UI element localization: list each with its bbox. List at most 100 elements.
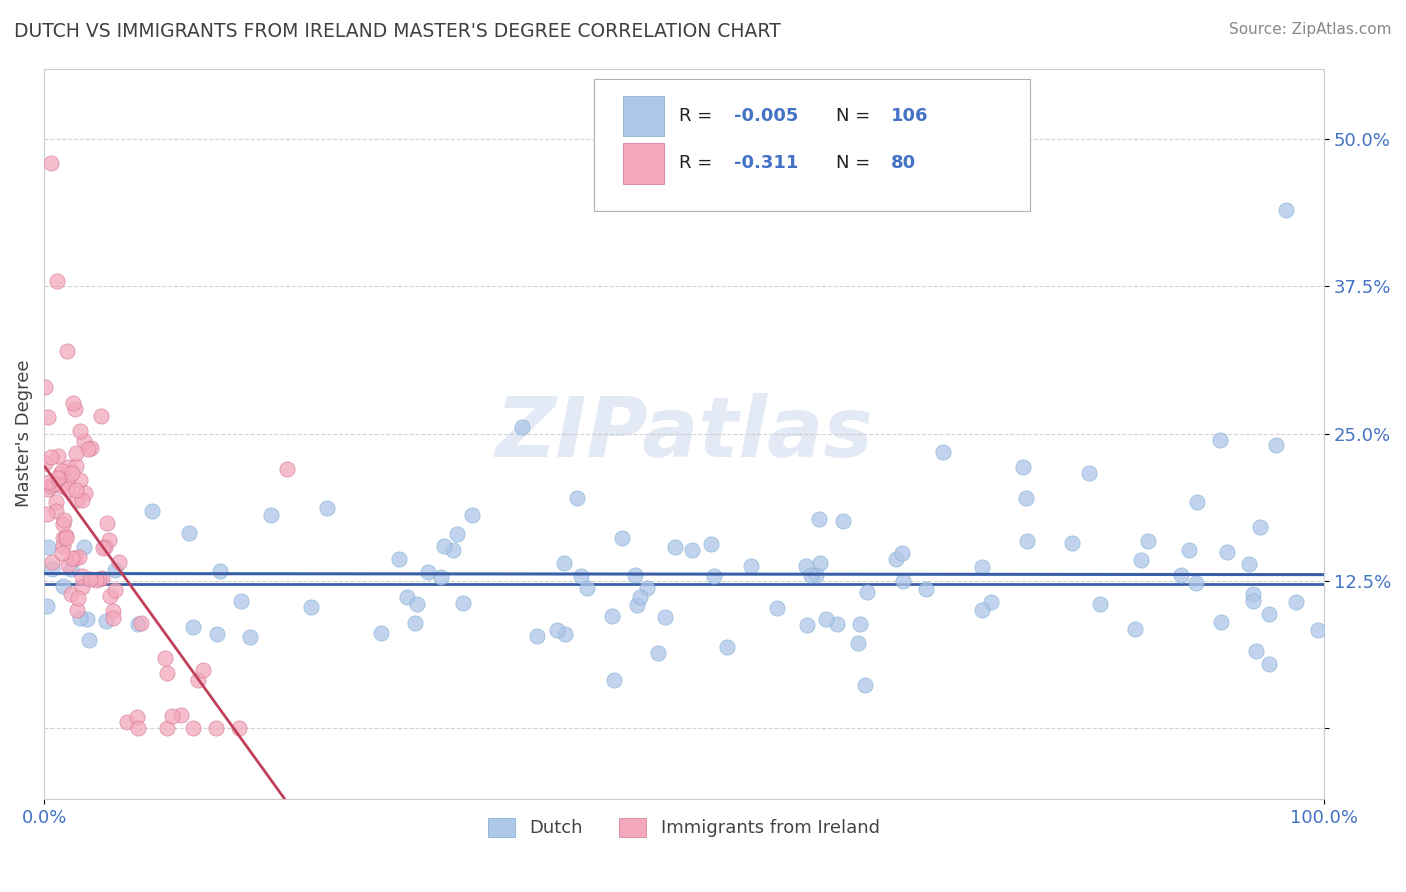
- Point: [76, 442, 98, 456]
- Point: [91, 571, 114, 585]
- Point: [52, 579, 75, 593]
- Point: [63, 401, 86, 416]
- Point: [512, 420, 534, 434]
- Bar: [623, 144, 664, 184]
- Point: [1241, 593, 1264, 607]
- Point: [103, 604, 125, 618]
- Point: [1130, 553, 1153, 567]
- Point: [446, 526, 468, 541]
- Point: [37, 409, 59, 424]
- Point: [59, 562, 82, 576]
- Point: [51, 464, 73, 478]
- Point: [299, 599, 322, 614]
- Point: [41, 479, 63, 493]
- Text: 80: 80: [891, 154, 917, 172]
- Point: [69, 611, 91, 625]
- Point: [127, 710, 149, 724]
- Point: [1249, 519, 1271, 533]
- Point: [1015, 491, 1038, 505]
- Point: [45, 495, 67, 509]
- Text: 106: 106: [891, 107, 929, 125]
- Point: [565, 491, 588, 505]
- Point: [41, 562, 63, 576]
- Point: [84, 573, 107, 587]
- Point: [67, 591, 90, 606]
- Point: [56, 475, 79, 490]
- Point: [73, 485, 96, 500]
- Point: [664, 540, 686, 554]
- Point: [1285, 594, 1308, 608]
- Point: [814, 612, 837, 626]
- Text: R =: R =: [679, 154, 718, 172]
- Point: [60, 587, 83, 601]
- Point: [461, 508, 484, 523]
- Point: [453, 596, 475, 610]
- FancyBboxPatch shape: [595, 79, 1029, 211]
- Point: [890, 546, 912, 560]
- Point: [34, 456, 56, 470]
- Point: [60, 466, 83, 480]
- Point: [52, 540, 75, 554]
- Point: [846, 636, 869, 650]
- Point: [1241, 587, 1264, 601]
- Point: [55, 531, 77, 545]
- Point: [315, 500, 337, 515]
- Point: [849, 616, 872, 631]
- Point: [1257, 657, 1279, 671]
- Point: [404, 615, 426, 630]
- Point: [52, 531, 75, 545]
- Point: [94, 540, 117, 554]
- Point: [62, 396, 84, 410]
- Point: [716, 640, 738, 654]
- Point: [1185, 495, 1208, 509]
- Point: [1088, 597, 1111, 611]
- Point: [628, 591, 651, 605]
- Point: [38, 475, 60, 490]
- Point: [55, 528, 77, 542]
- Point: [1306, 623, 1329, 637]
- Point: [69, 424, 91, 438]
- Point: [179, 526, 201, 541]
- Point: [1017, 534, 1039, 549]
- Point: [636, 581, 658, 595]
- Point: [187, 673, 209, 687]
- Point: [87, 572, 110, 586]
- Point: [65, 483, 87, 497]
- Point: [388, 551, 411, 566]
- Point: [45, 503, 67, 517]
- Point: [654, 610, 676, 624]
- Point: [53, 513, 76, 527]
- Point: [181, 721, 204, 735]
- Point: [970, 560, 993, 574]
- Point: [63, 551, 86, 566]
- Point: [610, 531, 633, 545]
- Point: [600, 609, 623, 624]
- Point: [69, 473, 91, 487]
- Point: [104, 583, 127, 598]
- Point: [56, 482, 79, 496]
- Point: [932, 445, 955, 459]
- Point: [914, 582, 936, 597]
- Point: [141, 503, 163, 517]
- Point: [794, 559, 817, 574]
- Point: [553, 556, 575, 570]
- Y-axis label: Master's Degree: Master's Degree: [15, 360, 32, 508]
- Point: [91, 541, 114, 555]
- Point: [70, 568, 93, 582]
- Point: [94, 614, 117, 628]
- Point: [37, 540, 59, 554]
- Point: [1265, 438, 1288, 452]
- Point: [681, 542, 703, 557]
- Point: [1274, 202, 1296, 217]
- Point: [700, 537, 723, 551]
- Point: [39, 450, 62, 464]
- Point: [103, 611, 125, 625]
- Text: -0.311: -0.311: [734, 154, 799, 172]
- Point: [156, 721, 179, 735]
- Point: [79, 572, 101, 586]
- Point: [108, 555, 131, 569]
- Point: [603, 673, 626, 687]
- Point: [103, 563, 125, 577]
- Point: [127, 617, 149, 632]
- Point: [181, 619, 204, 633]
